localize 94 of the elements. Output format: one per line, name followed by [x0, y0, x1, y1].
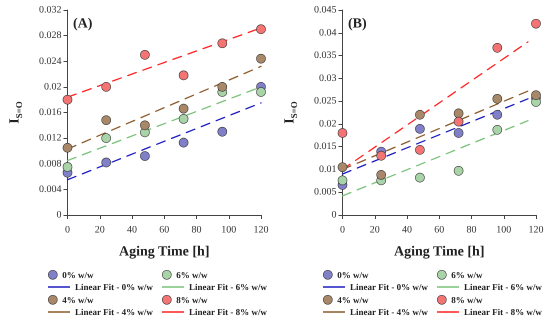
point: [178, 104, 188, 114]
legend-label: Linear Fit - 6% w/w: [189, 282, 268, 292]
y-tick-label: 0.01: [319, 164, 336, 175]
point: [454, 116, 464, 126]
y-tick-label: 0.028: [39, 30, 62, 42]
point: [454, 166, 464, 176]
legend-label: 0% w/w: [62, 270, 94, 280]
point: [256, 54, 266, 64]
y-tick-label: 0.032: [39, 4, 62, 16]
point: [62, 94, 72, 104]
y-tick-label: 0.016: [39, 107, 62, 118]
point: [218, 82, 228, 92]
x-tick-label: 80: [192, 224, 202, 236]
point: [492, 43, 502, 53]
x-axis-title: Aging Time [h]: [394, 244, 484, 260]
point: [338, 128, 348, 138]
point: [101, 82, 111, 92]
y-axis-title: IS=O: [282, 101, 299, 124]
point: [101, 115, 111, 125]
point: [415, 145, 425, 155]
point: [454, 128, 464, 138]
legend-label: Linear Fit - 4% w/w: [75, 307, 154, 317]
x-tick-label: 80: [466, 224, 476, 236]
y-tick-label: 0.03: [319, 72, 336, 84]
y-tick-label: 0.035: [314, 50, 336, 62]
point: [454, 108, 464, 118]
legend-label: Linear Fit - 6% w/w: [464, 282, 542, 292]
y-tick-label: 0.005: [314, 186, 336, 198]
x-tick-label: 100: [496, 224, 512, 236]
x-tick-label: 60: [159, 224, 170, 236]
point: [338, 162, 348, 172]
legend-label: Linear Fit - 0% w/w: [350, 282, 428, 292]
point: [62, 142, 72, 153]
point: [101, 158, 111, 168]
y-tick-label: 0.015: [314, 141, 336, 152]
y-tick-label: 0: [56, 210, 62, 220]
point: [415, 172, 425, 182]
y-tick-label: 0.045: [314, 4, 336, 16]
x-tick-label: 100: [221, 224, 236, 236]
y-axis-title: IS=O: [8, 101, 24, 124]
point: [338, 176, 348, 186]
point: [415, 124, 425, 134]
x-tick-label: 20: [94, 224, 105, 236]
y-tick-label: 0: [332, 210, 336, 220]
point: [492, 94, 502, 104]
point: [178, 70, 188, 80]
x-tick-label: 0: [340, 224, 345, 236]
y-tick-label: 0.024: [39, 56, 62, 67]
point: [415, 110, 425, 120]
x-tick-label: 120: [254, 224, 268, 236]
legend-label: Linear Fit - 8% w/w: [189, 307, 268, 317]
chart-title: (B): [348, 16, 367, 32]
y-tick-label: 0.004: [39, 184, 62, 195]
x-tick-label: 20: [370, 224, 380, 236]
legend-label: 4% w/w: [62, 294, 94, 305]
legend-label: Linear Fit - 4% w/w: [350, 307, 428, 317]
y-tick-label: 0.008: [39, 158, 62, 170]
x-tick-label: 40: [402, 224, 412, 236]
point: [178, 114, 188, 124]
point: [62, 162, 72, 172]
x-axis-title: Aging Time [h]: [119, 244, 210, 260]
y-tick-label: 0.02: [319, 118, 336, 130]
point: [218, 38, 228, 48]
point: [178, 138, 188, 148]
legend-label: 0% w/w: [337, 270, 370, 280]
point: [376, 150, 386, 161]
point: [140, 151, 150, 161]
point: [531, 90, 541, 100]
legend-label: Linear Fit - 8% w/w: [464, 307, 542, 317]
legend-label: 6% w/w: [451, 270, 484, 280]
point: [531, 18, 541, 28]
x-tick-label: 120: [528, 224, 544, 236]
point: [492, 125, 502, 135]
chart-title: (A): [73, 16, 93, 32]
y-tick-label: 0.02: [44, 81, 62, 92]
legend-label: 8% w/w: [451, 294, 484, 305]
legend-label: Linear Fit - 0% w/w: [75, 282, 154, 292]
y-tick-label: 0.012: [39, 132, 62, 144]
point: [256, 24, 266, 34]
point: [140, 50, 150, 60]
legend-label: 6% w/w: [176, 270, 208, 280]
y-tick-label: 0.04: [319, 27, 336, 38]
x-tick-label: 60: [434, 224, 444, 236]
point: [218, 126, 228, 137]
point: [376, 170, 386, 180]
point: [101, 133, 111, 143]
x-tick-label: 40: [127, 224, 137, 236]
point: [492, 110, 502, 120]
x-tick-label: 0: [65, 224, 70, 236]
y-tick-label: 0.025: [314, 96, 336, 107]
point: [256, 87, 266, 97]
legend-label: 4% w/w: [337, 294, 370, 305]
legend-label: 8% w/w: [176, 294, 208, 305]
point: [140, 120, 150, 130]
